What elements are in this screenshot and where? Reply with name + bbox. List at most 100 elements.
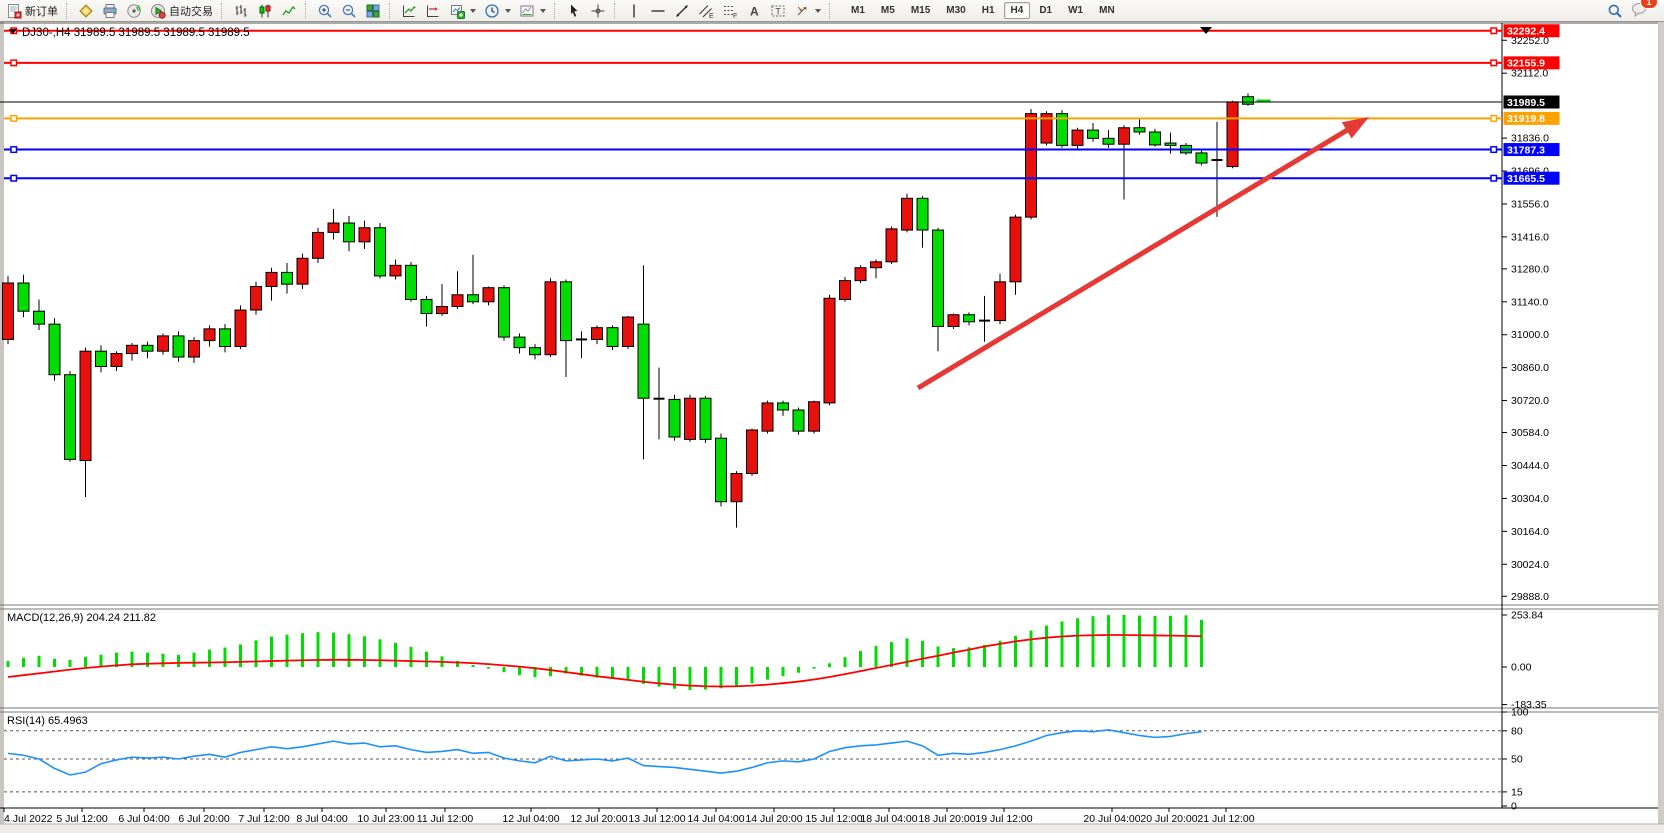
crosshair-icon: [591, 4, 605, 17]
rsi-levels: [4, 730, 1502, 793]
dropdown-caret: [470, 8, 476, 13]
chat-button[interactable]: 1: [1627, 0, 1658, 18]
svg-text:50: 50: [1511, 754, 1523, 766]
svg-text:E: E: [709, 13, 714, 19]
trend-arrow-head[interactable]: [1341, 117, 1369, 139]
tile-windows-button[interactable]: [361, 1, 385, 20]
toolbar-separator: [305, 2, 309, 19]
tile-windows-icon: [366, 4, 380, 17]
svg-text:5 Jul 12:00: 5 Jul 12:00: [56, 813, 108, 825]
print-button[interactable]: [98, 1, 122, 20]
timeframe-h4[interactable]: H4: [1003, 2, 1031, 19]
timeframe-m30[interactable]: M30: [939, 2, 972, 19]
quotes-icon: [79, 3, 93, 18]
main-toolbar: 新订单 自动交易: [0, 0, 1664, 22]
svg-text:4 Jul 2022: 4 Jul 2022: [4, 813, 53, 825]
rsi-label: RSI(14) 65.4963: [7, 715, 88, 727]
text-tool-button[interactable]: A: [742, 1, 766, 20]
dropdown-caret: [815, 8, 821, 13]
cursor-button[interactable]: [562, 1, 586, 20]
timeframe-mn[interactable]: MN: [1092, 2, 1122, 19]
svg-text:30024.0: 30024.0: [1511, 559, 1549, 571]
svg-text:A: A: [750, 4, 759, 18]
svg-text:29888.0: 29888.0: [1511, 591, 1549, 603]
label-tool-button[interactable]: T: [766, 1, 790, 20]
trendline-icon: [676, 4, 688, 17]
svg-text:30444.0: 30444.0: [1511, 460, 1549, 472]
dropdown-caret: [505, 8, 511, 13]
chart-menu-caret[interactable]: [9, 29, 17, 34]
svg-text:32292.4: 32292.4: [1507, 26, 1545, 38]
candlestick-chart-button[interactable]: [253, 1, 277, 20]
zoom-in-button[interactable]: [313, 1, 337, 20]
chart-title: DJ30-,H4 31989.5 31989.5 31989.5 31989.5: [22, 27, 250, 39]
toolbar-separator: [221, 2, 225, 19]
toolbar-separator: [829, 2, 833, 19]
svg-text:80: 80: [1511, 725, 1523, 737]
timeframe-m1[interactable]: M1: [844, 2, 872, 19]
svg-text:0.00: 0.00: [1511, 662, 1532, 674]
svg-text:0: 0: [1511, 801, 1517, 813]
notification-badge: 1: [1640, 0, 1658, 10]
svg-text:12 Jul 04:00: 12 Jul 04:00: [502, 813, 559, 825]
new-chart-button[interactable]: [445, 1, 480, 20]
vertical-line-button[interactable]: [622, 1, 646, 20]
arrows-tool-button[interactable]: [790, 1, 825, 20]
svg-text:12 Jul 20:00: 12 Jul 20:00: [570, 813, 627, 825]
svg-text:10 Jul 23:00: 10 Jul 23:00: [357, 813, 414, 825]
svg-text:30860.0: 30860.0: [1511, 362, 1549, 374]
level-lines[interactable]: [4, 27, 1502, 182]
candles[interactable]: [2, 93, 1254, 528]
time-axis: 4 Jul 2022 5 Jul 12:00 6 Jul 04:00 6 Jul 20…: [3, 808, 1255, 825]
svg-text:20 Jul 20:00: 20 Jul 20:00: [1140, 813, 1197, 825]
svg-text:15: 15: [1511, 786, 1523, 798]
templates-button[interactable]: [515, 1, 550, 20]
timeframe-w1[interactable]: W1: [1061, 2, 1090, 19]
price-axis: 32252.032112.031836.031696.031556.031416…: [1502, 35, 1549, 813]
equidistant-channel-button[interactable]: E: [694, 1, 718, 20]
fibonacci-button[interactable]: F: [718, 1, 742, 20]
timeframe-m15[interactable]: M15: [904, 2, 937, 19]
chart-shift-icon: [427, 5, 439, 17]
horizontal-line-button[interactable]: [646, 1, 670, 20]
chart-shift-button[interactable]: [421, 1, 445, 20]
line-chart-button[interactable]: [277, 1, 301, 20]
timeframe-h1[interactable]: H1: [975, 2, 1002, 19]
svg-text:20 Jul 04:00: 20 Jul 04:00: [1083, 813, 1140, 825]
zoom-out-icon: [342, 4, 356, 18]
line-chart-icon: [282, 5, 296, 15]
bar-chart-icon: [235, 4, 247, 17]
svg-text:100: 100: [1511, 707, 1529, 719]
quotes-button[interactable]: [74, 1, 98, 20]
svg-text:F: F: [733, 13, 737, 19]
fibonacci-icon: F: [724, 5, 737, 19]
new-order-label: 新订单: [25, 5, 58, 18]
trend-arrow[interactable]: [916, 125, 1354, 391]
crosshair-button[interactable]: [586, 1, 610, 20]
periods-button[interactable]: [480, 1, 515, 20]
svg-text:30304.0: 30304.0: [1511, 493, 1549, 505]
arrows-tool-icon: [797, 6, 807, 15]
auto-trading-label: 自动交易: [169, 5, 213, 18]
auto-scroll-button[interactable]: [397, 1, 421, 20]
svg-text:15 Jul 12:00: 15 Jul 12:00: [805, 813, 862, 825]
zoom-out-button[interactable]: [337, 1, 361, 20]
timeframe-m5[interactable]: M5: [874, 2, 902, 19]
search-button[interactable]: [1603, 1, 1627, 20]
bar-chart-button[interactable]: [229, 1, 253, 20]
printer-icon: [103, 3, 117, 18]
timeframe-d1[interactable]: D1: [1032, 2, 1059, 19]
svg-text:11 Jul 12:00: 11 Jul 12:00: [417, 813, 474, 825]
svg-text:18 Jul 20:00: 18 Jul 20:00: [918, 813, 975, 825]
label-tool-icon: T: [771, 5, 785, 16]
auto-trading-button[interactable]: 自动交易: [146, 1, 217, 20]
svg-text:31140.0: 31140.0: [1511, 296, 1548, 308]
chart-shift-marker[interactable]: [1200, 27, 1212, 34]
trendline-button[interactable]: [670, 1, 694, 20]
toolbar-separator: [66, 2, 70, 19]
news-button[interactable]: [122, 1, 146, 20]
svg-text:31416.0: 31416.0: [1511, 231, 1549, 243]
svg-text:31919.8: 31919.8: [1507, 113, 1545, 125]
new-order-button[interactable]: 新订单: [2, 1, 62, 20]
